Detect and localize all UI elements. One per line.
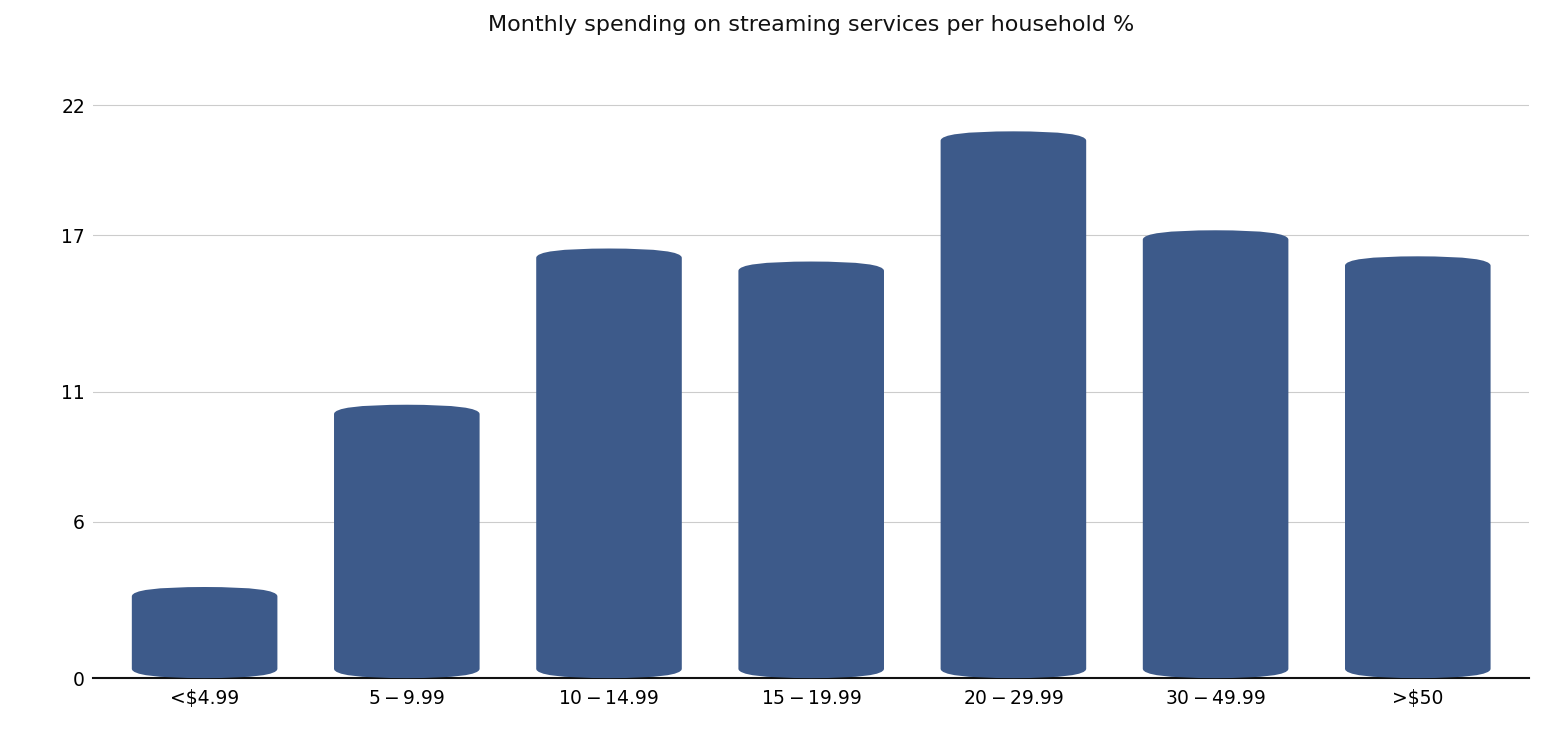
FancyBboxPatch shape xyxy=(940,131,1085,678)
FancyBboxPatch shape xyxy=(131,587,278,678)
FancyBboxPatch shape xyxy=(738,261,885,678)
Title: Monthly spending on streaming services per household %: Monthly spending on streaming services p… xyxy=(488,15,1135,35)
FancyBboxPatch shape xyxy=(536,249,682,678)
FancyBboxPatch shape xyxy=(334,404,480,678)
FancyBboxPatch shape xyxy=(1143,230,1288,678)
FancyBboxPatch shape xyxy=(1345,256,1490,678)
